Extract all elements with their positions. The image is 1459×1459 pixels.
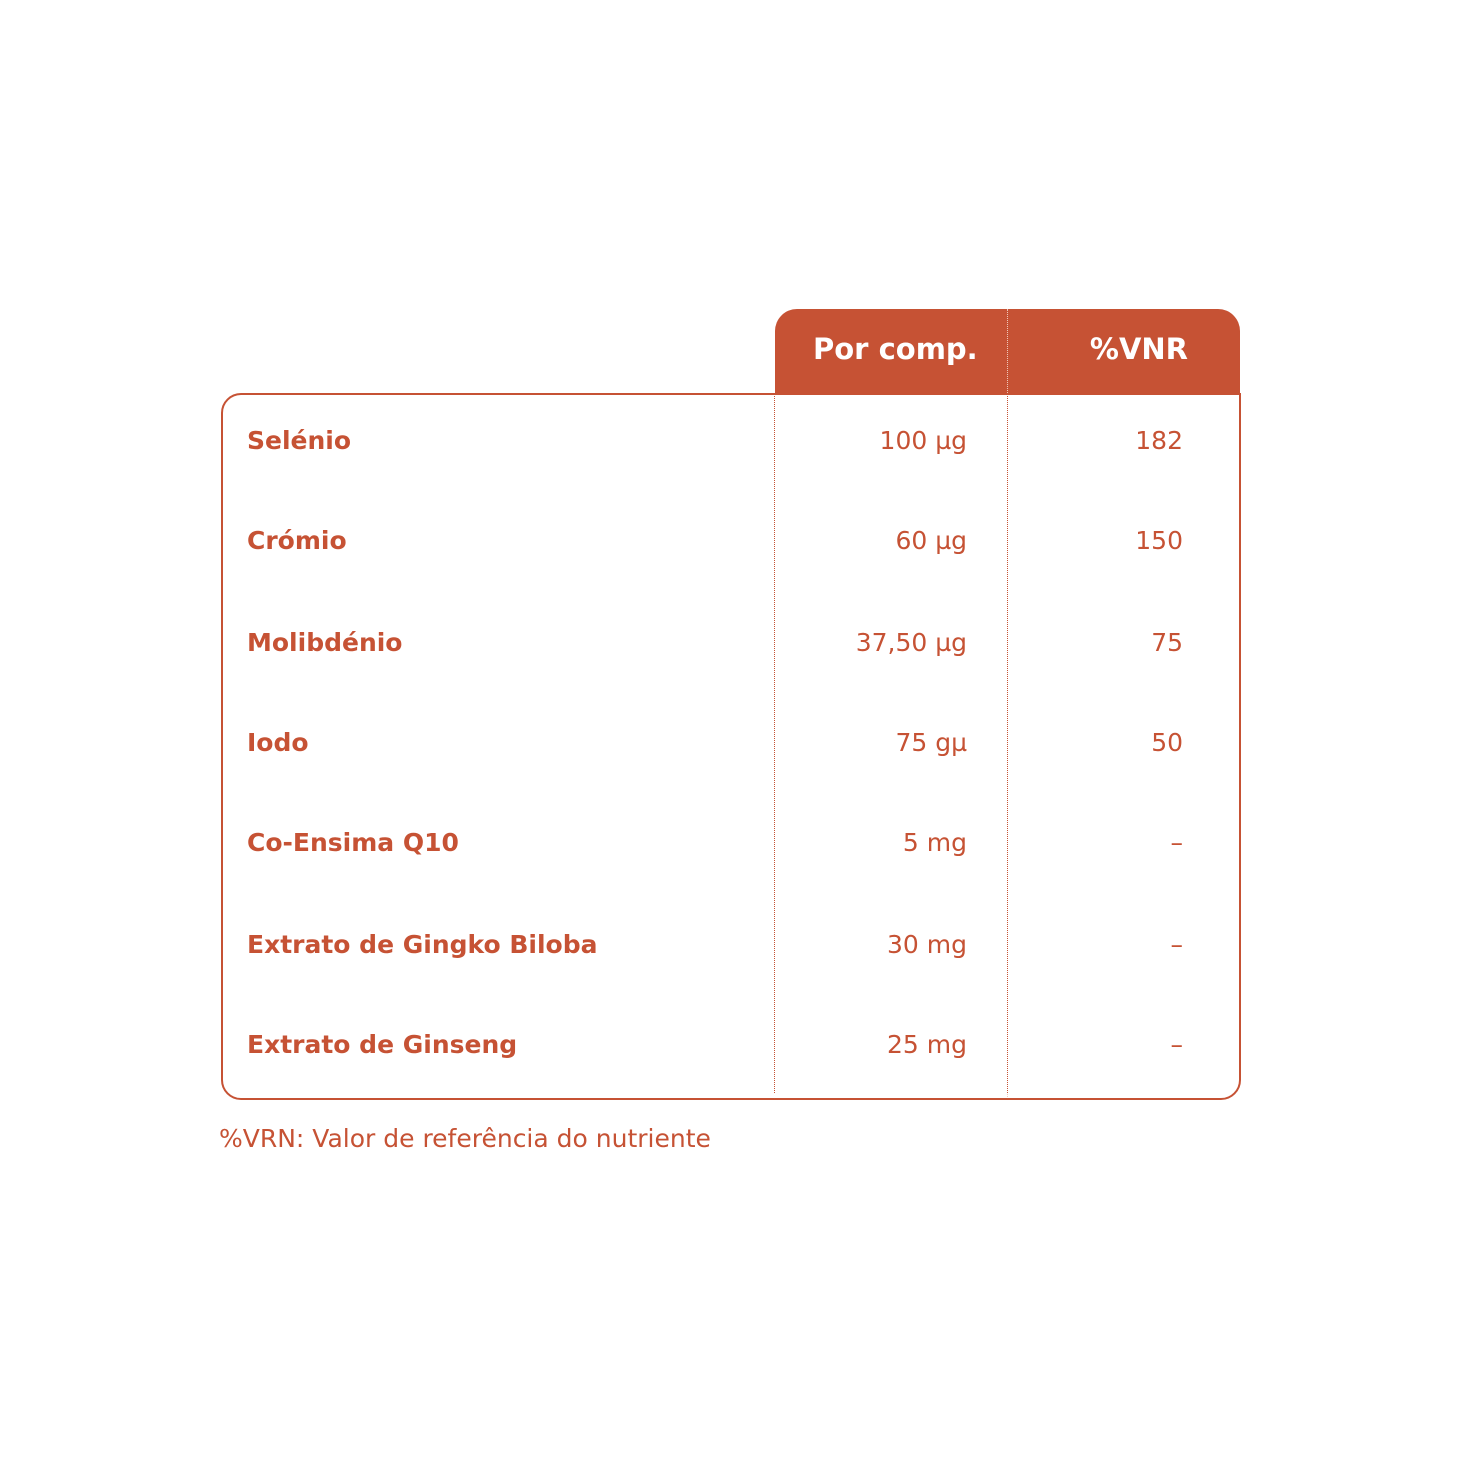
- amount-per-tablet: 75 gµ: [895, 728, 967, 757]
- nutrient-name: Extrato de Gingko Biloba: [247, 930, 598, 959]
- amount-per-tablet: 25 mg: [887, 1030, 967, 1059]
- table-row: Iodo 75 gµ 50: [0, 723, 1459, 763]
- header-vnr: %VNR: [1089, 332, 1188, 366]
- nutrient-name: Iodo: [247, 728, 309, 757]
- amount-per-tablet: 37,50 µg: [855, 628, 967, 657]
- table-row: Molibdénio 37,50 µg 75: [0, 623, 1459, 663]
- vnr-value: 75: [1151, 628, 1183, 657]
- vnr-value: 150: [1135, 526, 1183, 555]
- vnr-value: –: [1170, 930, 1184, 959]
- table-row: Co-Ensima Q10 5 mg –: [0, 823, 1459, 863]
- amount-per-tablet: 100 µg: [879, 426, 967, 455]
- nutrient-name: Crómio: [247, 526, 347, 555]
- table-row: Extrato de Ginseng 25 mg –: [0, 1025, 1459, 1065]
- table-row: Extrato de Gingko Biloba 30 mg –: [0, 925, 1459, 965]
- vnr-value: –: [1170, 828, 1184, 857]
- column-divider: [774, 393, 775, 1093]
- header-per-tablet: Por comp.: [813, 332, 978, 366]
- vnr-value: 182: [1135, 426, 1183, 455]
- vnr-value: –: [1170, 1030, 1184, 1059]
- nutrient-name: Molibdénio: [247, 628, 403, 657]
- column-divider: [1007, 393, 1008, 1093]
- amount-per-tablet: 5 mg: [902, 828, 967, 857]
- nutrient-name: Extrato de Ginseng: [247, 1030, 518, 1059]
- nutrition-table-frame: [221, 393, 1241, 1100]
- amount-per-tablet: 30 mg: [887, 930, 967, 959]
- nutrient-name: Selénio: [247, 426, 352, 455]
- table-row: Crómio 60 µg 150: [0, 521, 1459, 561]
- table-row: Selénio 100 µg 182: [0, 421, 1459, 461]
- footnote: %VRN: Valor de referência do nutriente: [219, 1124, 711, 1153]
- vnr-value: 50: [1151, 728, 1183, 757]
- nutrient-name: Co-Ensima Q10: [247, 828, 459, 857]
- amount-per-tablet: 60 µg: [895, 526, 967, 555]
